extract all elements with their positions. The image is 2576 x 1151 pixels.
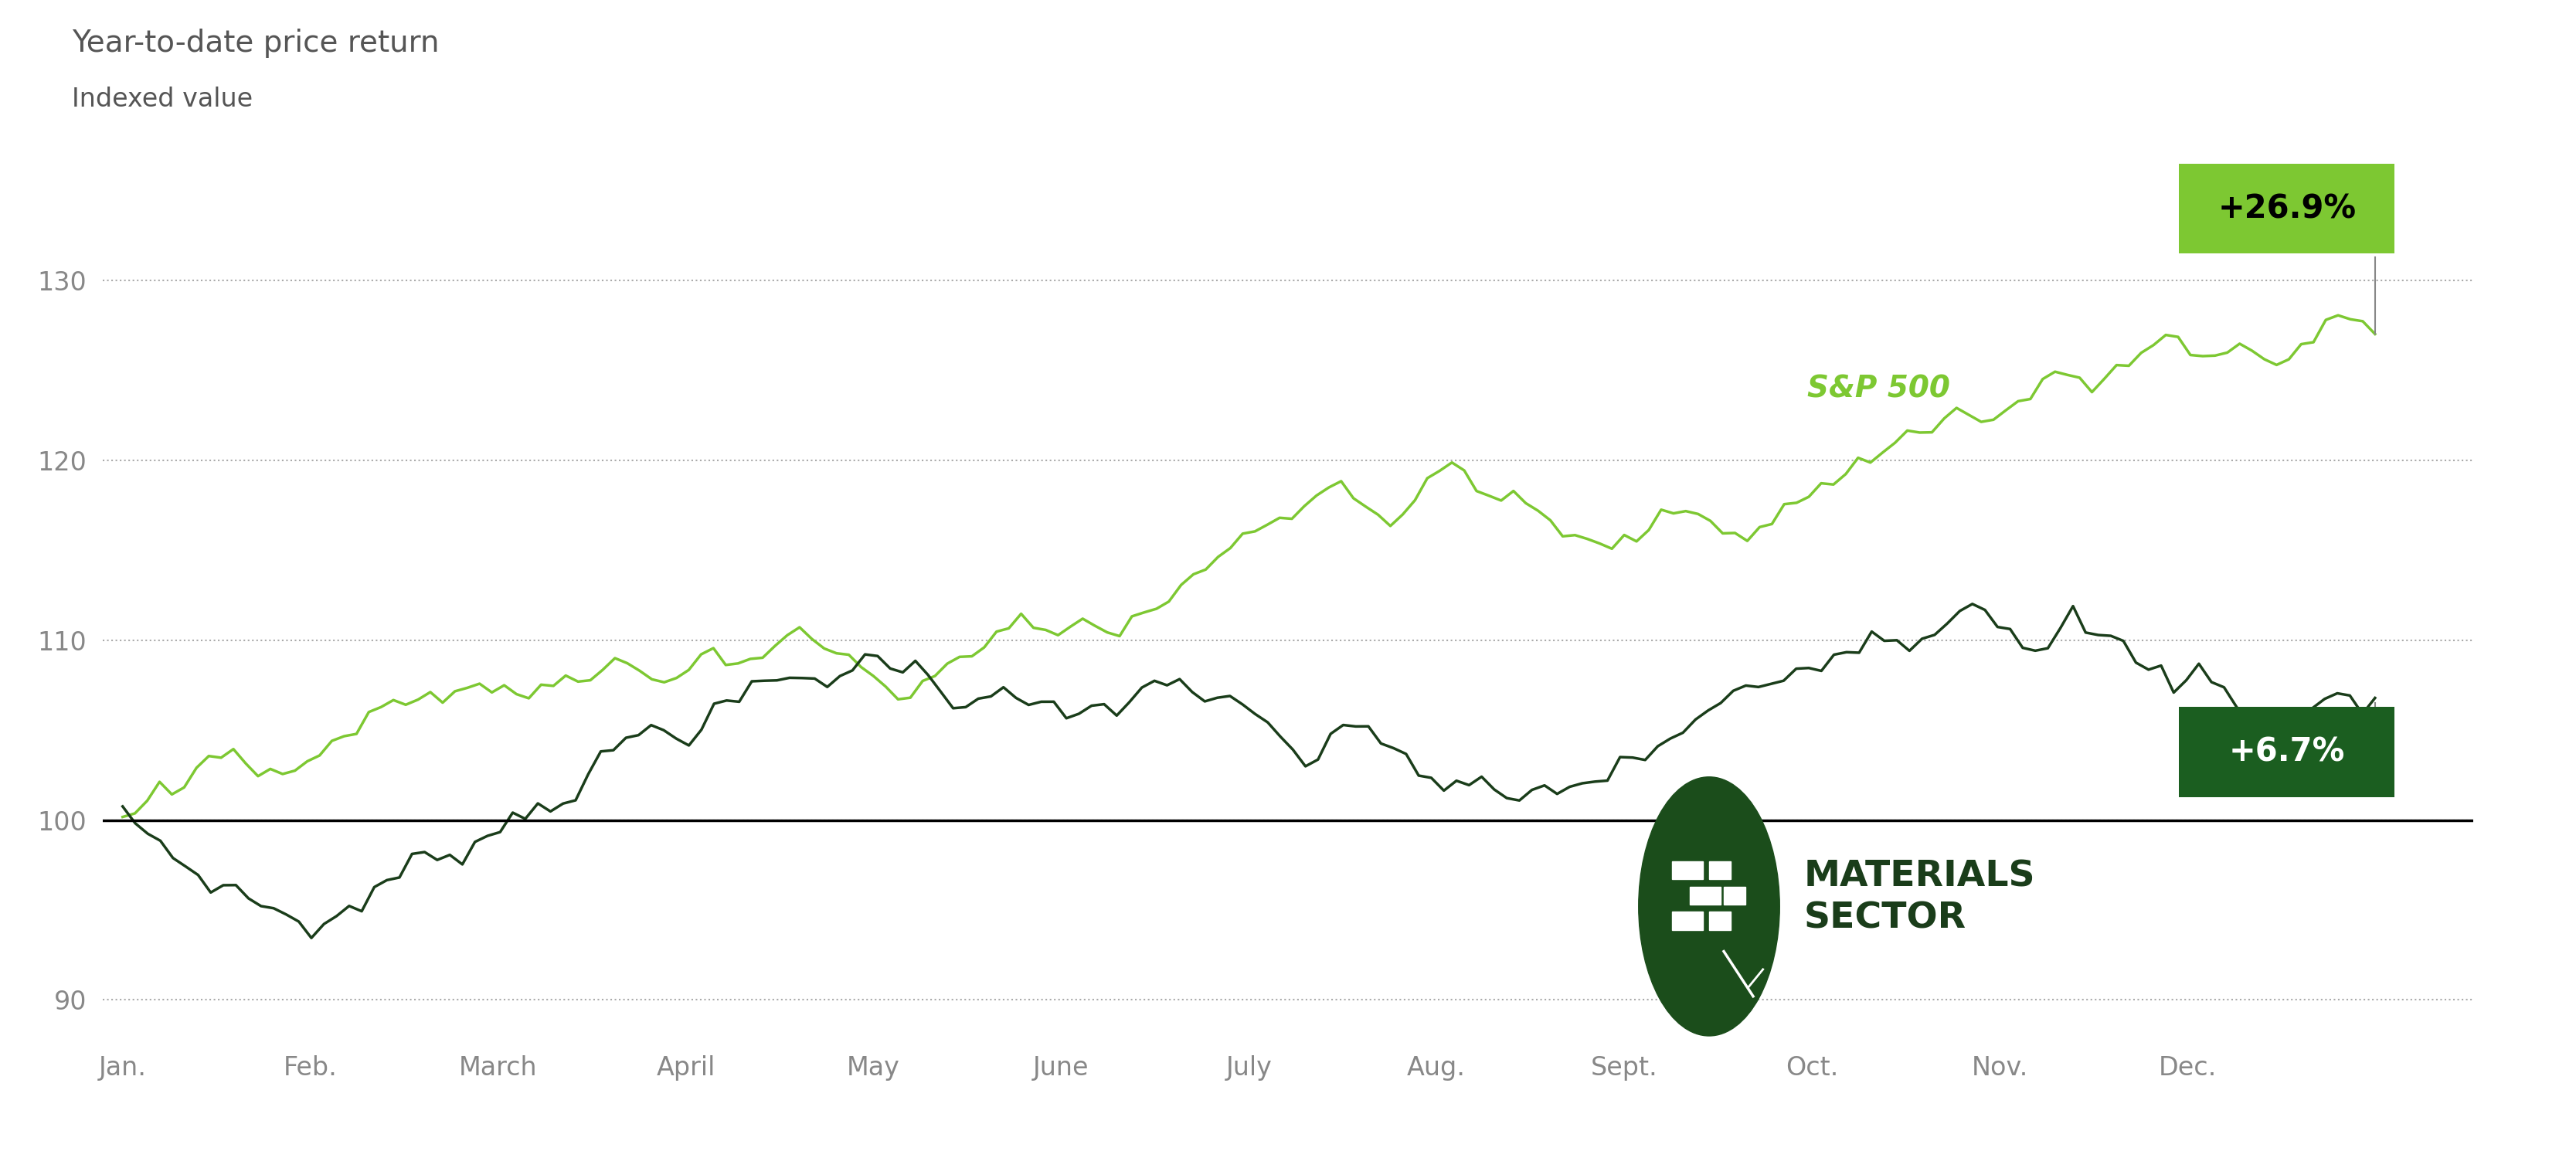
Text: MATERIALS
SECTOR: MATERIALS SECTOR: [1803, 860, 2035, 936]
Bar: [1708, 861, 1731, 879]
FancyBboxPatch shape: [2179, 163, 2396, 253]
Text: +6.7%: +6.7%: [2228, 735, 2344, 768]
Text: +26.9%: +26.9%: [2218, 192, 2357, 224]
Text: Indexed value: Indexed value: [72, 86, 252, 112]
Bar: [1672, 912, 1703, 930]
FancyBboxPatch shape: [2179, 707, 2396, 796]
Circle shape: [1638, 777, 1780, 1036]
Bar: [1708, 912, 1731, 930]
Bar: [1723, 886, 1747, 905]
Text: S&P 500: S&P 500: [1806, 374, 1950, 404]
Text: Year-to-date price return: Year-to-date price return: [72, 29, 440, 59]
Bar: [1672, 861, 1703, 879]
Bar: [1690, 886, 1721, 905]
